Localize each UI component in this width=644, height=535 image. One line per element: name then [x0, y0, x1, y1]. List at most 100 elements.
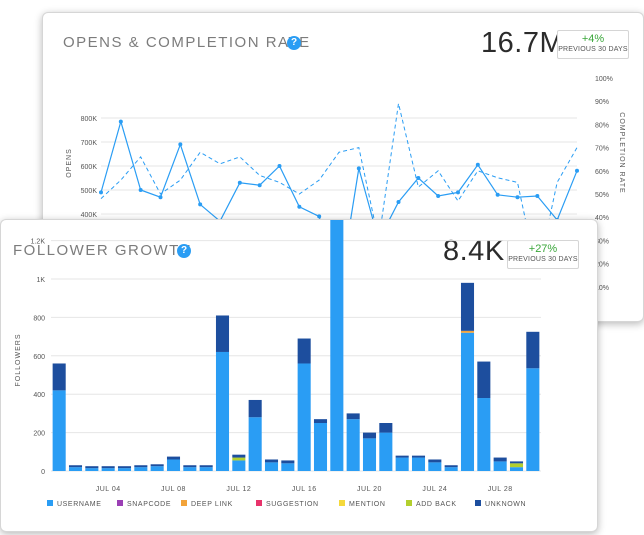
opens-help-icon[interactable]: ?	[287, 36, 301, 50]
bar-unknown	[215, 315, 230, 352]
bar-username	[134, 467, 148, 471]
follower-growth-card: FOLLOWER GROWTH ? 8.4K +27% PREVIOUS 30 …	[0, 219, 598, 532]
bar-username	[199, 467, 213, 471]
bar-deep-link	[460, 330, 475, 333]
x-tick-label: JUL 08	[161, 486, 186, 493]
follower-card-title: FOLLOWER GROWTH	[13, 242, 193, 259]
bar-username	[166, 459, 181, 471]
legend-label: SUGGESTION	[266, 501, 319, 508]
bar-username	[428, 462, 442, 471]
opens-point	[396, 200, 401, 204]
y2-tick-label: 10%	[595, 285, 609, 292]
legend-swatch	[181, 500, 187, 506]
bar-username	[101, 468, 115, 471]
opens-point	[118, 119, 123, 124]
bar-unknown	[232, 454, 246, 458]
bar-username	[264, 462, 279, 471]
bar-username	[52, 390, 66, 471]
bar-username	[493, 461, 507, 471]
y-tick-label: 400K	[81, 212, 98, 219]
y2-tick-label: 40%	[595, 215, 609, 222]
y-tick-label: 800K	[81, 116, 98, 123]
bar-unknown	[444, 465, 458, 468]
y-tick-label: 1K	[36, 277, 45, 284]
legend-label: ADD BACK	[416, 501, 457, 508]
opens-delta-label: PREVIOUS 30 DAYS	[558, 46, 628, 53]
bar-username	[346, 419, 360, 471]
opens-point	[257, 183, 262, 188]
y2-tick-label: 50%	[595, 192, 609, 199]
follower-bar-chart: 02004006008001K1.2K1.4K1.6K1.8K2KFOLLOWE…	[15, 220, 541, 508]
bar-username	[281, 463, 295, 471]
bar-username	[379, 432, 393, 471]
legend-swatch	[339, 500, 345, 506]
bar-unknown	[199, 465, 213, 468]
bar-username	[362, 438, 377, 471]
opens-delta-value: +4%	[581, 33, 605, 45]
opens-point	[515, 195, 520, 200]
bar-unknown	[101, 466, 115, 469]
y-tick-label: 500K	[81, 188, 98, 195]
bar-unknown	[183, 465, 197, 468]
opens-point	[495, 192, 500, 197]
opens-point	[575, 168, 579, 173]
opens-point	[535, 194, 540, 198]
y-tick-label: 400	[33, 392, 45, 399]
bar-unknown	[297, 338, 311, 364]
opens-point	[99, 190, 103, 195]
y2-tick-label: 30%	[595, 238, 609, 245]
bar-unknown	[526, 331, 540, 369]
bar-unknown	[493, 457, 507, 462]
y-tick-label: 600	[33, 354, 45, 361]
y2-tick-label: 60%	[595, 169, 609, 176]
bar-unknown	[85, 466, 99, 469]
bar-username	[395, 457, 409, 471]
bar-username	[215, 351, 230, 471]
opens-point	[237, 180, 242, 185]
follower-delta-value: +27%	[528, 243, 558, 255]
bar-username	[297, 363, 311, 471]
y2-tick-label: 90%	[595, 99, 609, 106]
bar-unknown	[346, 413, 360, 420]
legend-label: DEEP LINK	[191, 501, 233, 508]
legend-swatch	[117, 500, 123, 506]
bar-username	[509, 467, 524, 471]
bar-username	[411, 457, 426, 471]
y2-tick-label: 80%	[595, 122, 609, 129]
opens-card-title: OPENS & COMPLETION RATE	[63, 34, 311, 51]
follower-delta-label: PREVIOUS 30 DAYS	[508, 256, 578, 263]
opens-point	[178, 142, 183, 147]
y-tick-label: 1.2K	[31, 239, 46, 246]
bar-username	[117, 468, 132, 471]
opens-point	[436, 194, 441, 198]
bar-unknown	[264, 459, 279, 463]
bar-unknown	[150, 464, 164, 467]
y2-tick-label: 20%	[595, 262, 609, 269]
opens-point	[356, 166, 361, 171]
opens-point	[138, 188, 143, 192]
bar-username	[460, 332, 475, 471]
opens-point	[297, 204, 302, 209]
bar-add-back	[509, 463, 524, 468]
bar-username	[68, 467, 83, 471]
opens-point	[317, 214, 322, 219]
follower-help-icon[interactable]: ?	[177, 244, 191, 258]
y-axis-label: FOLLOWERS	[15, 334, 22, 387]
bar-unknown	[477, 361, 491, 399]
x-tick-label: JUL 12	[226, 486, 251, 493]
y-axis-label: OPENS	[66, 148, 73, 178]
legend-swatch	[256, 500, 262, 506]
bar-username	[85, 468, 99, 471]
bar-unknown	[248, 399, 262, 418]
bar-unknown	[460, 282, 475, 331]
opens-point	[456, 190, 460, 195]
bar-unknown	[117, 466, 132, 469]
bar-unknown	[68, 465, 83, 468]
bar-unknown	[509, 461, 524, 464]
bar-username	[313, 423, 328, 471]
legend-label: SNAPCODE	[127, 501, 171, 508]
x-tick-label: JUL 24	[422, 486, 447, 493]
legend-label: UNKNOWN	[485, 501, 526, 508]
bar-unknown	[166, 456, 181, 460]
y-tick-label: 600K	[81, 164, 98, 171]
